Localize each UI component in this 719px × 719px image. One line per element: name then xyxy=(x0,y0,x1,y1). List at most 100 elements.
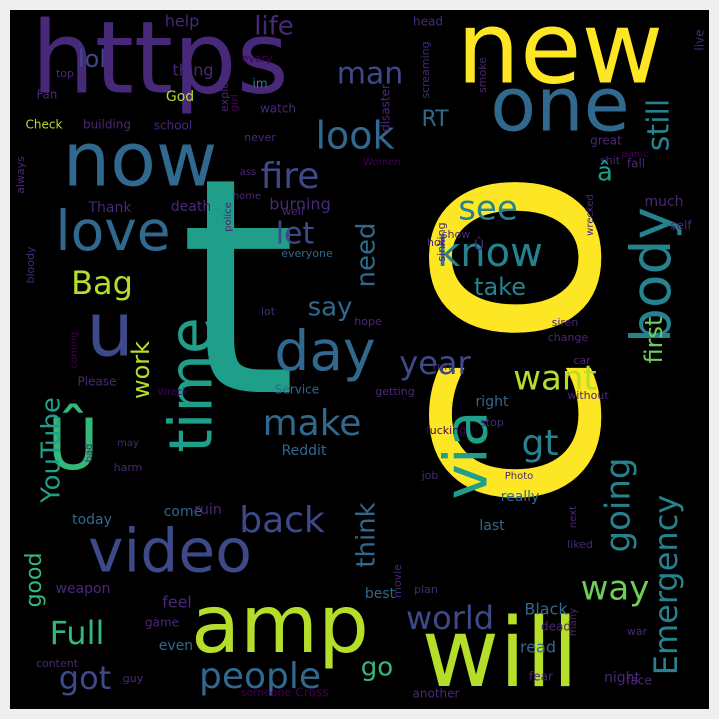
cloud-word-80: police xyxy=(223,202,234,232)
cloud-word-67: smoke xyxy=(476,57,489,93)
cloud-word-58: burning xyxy=(269,195,330,214)
cloud-word-37: year xyxy=(399,344,471,382)
cloud-word-81: everyone xyxy=(281,247,333,260)
cloud-word-121: content xyxy=(36,657,79,670)
cloud-word-5: amp xyxy=(191,578,369,671)
cloud-word-19: look xyxy=(315,114,394,158)
cloud-word-131: Cross xyxy=(296,686,329,700)
cloud-word-26: people xyxy=(199,656,321,697)
cloud-word-100: bad xyxy=(84,444,95,463)
cloud-word-75: never xyxy=(244,131,276,144)
cloud-word-107: Reddit xyxy=(282,443,327,459)
cloud-word-66: screaming xyxy=(419,41,432,98)
cloud-word-13: video xyxy=(88,517,252,587)
cloud-word-134: many xyxy=(568,608,579,636)
cloud-word-85: wrecked xyxy=(585,194,596,236)
cloud-word-54: building xyxy=(83,118,131,132)
cloud-word-127: war xyxy=(627,625,648,638)
cloud-word-27: Full xyxy=(50,614,105,652)
cloud-word-133: Black xyxy=(524,600,568,619)
cloud-word-78: home xyxy=(233,191,261,202)
cloud-word-112: last xyxy=(479,518,505,534)
cloud-word-77: ass xyxy=(240,167,257,178)
cloud-word-94: Service xyxy=(275,383,319,397)
cloud-word-122: guy xyxy=(123,672,144,685)
cloud-word-120: game xyxy=(145,616,179,630)
cloud-word-1: co xyxy=(319,166,668,515)
cloud-word-9: body xyxy=(619,207,683,343)
cloud-word-109: ruin xyxy=(194,502,221,518)
cloud-word-12: via xyxy=(432,411,502,500)
cloud-background xyxy=(10,10,709,709)
cloud-word-82: hot xyxy=(427,236,446,249)
cloud-word-63: explode xyxy=(218,68,231,112)
cloud-word-43: life xyxy=(254,12,294,42)
cloud-word-16: Emergency xyxy=(647,495,685,675)
cloud-word-119: feel xyxy=(162,593,192,612)
cloud-word-34: gt xyxy=(522,423,559,464)
cloud-word-47: work xyxy=(127,341,155,399)
cloud-word-20: still xyxy=(642,99,677,151)
cloud-word-53: Check xyxy=(26,118,63,132)
cloud-word-129: night xyxy=(604,670,641,686)
cloud-word-11: Û xyxy=(47,404,98,486)
cloud-word-86: bloody xyxy=(24,246,37,283)
cloud-word-4: will xyxy=(422,599,579,709)
cloud-word-23: YouTube xyxy=(37,397,67,504)
cloud-word-72: self xyxy=(670,219,692,233)
cloud-word-93: Please xyxy=(78,375,117,389)
cloud-word-84: show xyxy=(442,228,470,241)
cloud-word-132: another xyxy=(413,687,460,701)
cloud-word-10: u xyxy=(86,286,134,374)
cloud-word-113: weapon xyxy=(56,581,111,597)
cloud-word-89: siren xyxy=(552,316,579,329)
cloud-word-60: im xyxy=(252,77,267,91)
cloud-word-21: know xyxy=(437,230,543,276)
cloud-word-74: shit xyxy=(600,154,621,167)
cloud-word-46: go xyxy=(361,653,393,683)
cloud-word-57: death xyxy=(171,199,211,215)
cloud-word-115: movie xyxy=(391,564,404,598)
cloud-word-95: run xyxy=(433,360,451,373)
cloud-word-28: got xyxy=(59,659,111,697)
cloud-word-24: Bag xyxy=(71,264,133,302)
cloud-word-103: stop xyxy=(480,416,504,429)
cloud-word-68: live xyxy=(693,29,707,50)
cloud-word-39: let xyxy=(276,217,315,252)
cloud-word-38: good xyxy=(22,553,47,608)
cloud-word-92: coming xyxy=(69,332,80,369)
cloud-word-30: make xyxy=(263,403,362,444)
cloud-word-125: dead xyxy=(541,620,571,634)
cloud-word-102: harm xyxy=(114,461,143,474)
cloud-word-31: see xyxy=(458,189,518,229)
cloud-word-90: change xyxy=(548,331,589,344)
cloud-word-29: world xyxy=(406,599,494,637)
cloud-word-116: plan xyxy=(414,583,438,596)
cloud-word-126: face xyxy=(626,674,652,688)
cloud-word-55: school xyxy=(154,119,192,133)
cloud-word-14: love xyxy=(55,199,170,263)
cloud-word-45: RT xyxy=(421,107,449,132)
cloud-word-2: https xyxy=(31,10,288,116)
cloud-word-64: disaster xyxy=(379,84,393,132)
cloud-word-32: way xyxy=(581,569,650,609)
cloud-word-50: God xyxy=(166,89,194,105)
cloud-word-49: thing xyxy=(172,61,213,80)
cloud-word-70: panic xyxy=(621,149,648,160)
cloud-word-110: today xyxy=(72,512,112,528)
cloud-word-15: day xyxy=(274,319,375,383)
cloud-word-105: Photo xyxy=(505,471,534,482)
cloud-word-136: â xyxy=(597,158,613,188)
cloud-word-59: every xyxy=(241,52,273,65)
cloud-word-128: fear xyxy=(529,670,553,684)
cloud-word-25: back xyxy=(239,500,325,541)
cloud-word-51: Fan xyxy=(37,88,58,102)
cloud-word-117: liked xyxy=(567,538,593,551)
cloud-word-42: man xyxy=(337,57,404,92)
cloud-word-18: going xyxy=(599,458,639,553)
cloud-word-69: great xyxy=(590,134,622,148)
cloud-word-44: lol xyxy=(78,45,106,73)
cloud-word-88: hope xyxy=(354,315,382,328)
cloud-word-96: getting xyxy=(375,385,414,398)
